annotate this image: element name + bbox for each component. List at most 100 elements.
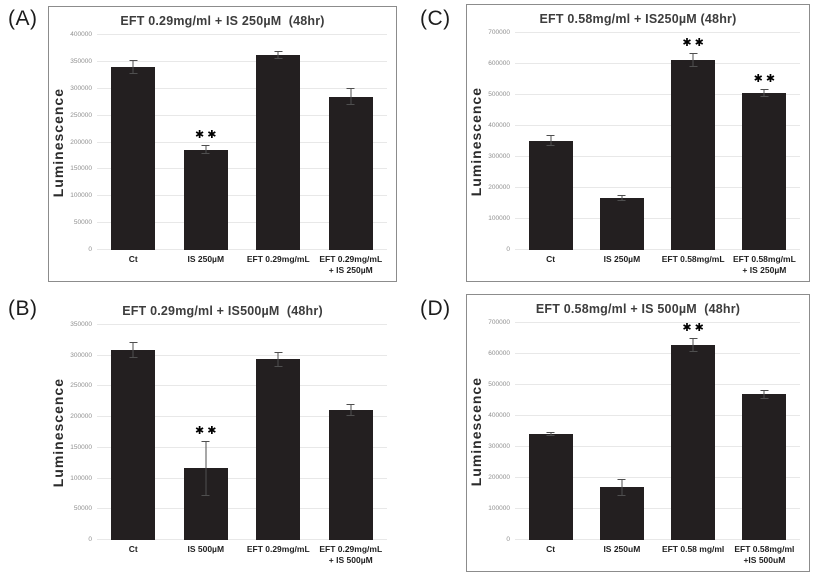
y-tick-label: 200000	[488, 474, 510, 482]
error-bar-cap	[546, 145, 555, 147]
error-bar-cap	[617, 494, 626, 496]
bar-column	[729, 323, 800, 540]
error-bar-cap	[760, 96, 769, 98]
error-bar	[546, 135, 555, 147]
bar	[671, 59, 716, 250]
gridline	[515, 94, 800, 95]
error-bar-cap	[760, 89, 769, 91]
panel-c: (C) EFT 0.58mg/ml + IS250µM (48hr) Lumin…	[410, 0, 820, 290]
gridline	[97, 354, 387, 356]
bar-column	[515, 323, 586, 540]
y-tick-label: 100000	[70, 192, 92, 200]
plot-area: ✱✱ ✱✱	[515, 32, 800, 250]
error-bar-cap	[274, 58, 283, 60]
error-bar-cap	[546, 435, 555, 437]
error-bar-cap	[129, 60, 138, 62]
y-tick-label: 400000	[70, 31, 92, 38]
significance-marker: ✱✱	[753, 72, 779, 86]
y-tick-label: 700000	[488, 29, 510, 36]
y-tick-label: 300000	[488, 443, 510, 450]
x-category-label: IS 250uM	[603, 544, 641, 554]
gridline	[515, 415, 800, 416]
error-bar-cap	[346, 403, 355, 405]
y-axis-title: Luminescence	[49, 87, 66, 198]
panel-a: (A) EFT 0.29mg/ml + IS 250µM (48hr) Lumi…	[0, 0, 410, 290]
plot-body: Luminescence 0 50000 100000 150000 200000 250…	[49, 321, 396, 543]
y-tick-label: 150000	[70, 165, 92, 173]
error-bar	[129, 341, 138, 358]
error-bar	[201, 144, 210, 155]
chart-title: EFT 0.29mg/ml + IS500µM (48hr)	[122, 304, 323, 318]
y-tick-label: 600000	[488, 350, 510, 357]
chart-card: EFT 0.58mg/ml + IS250µM (48hr) Luminesce…	[466, 4, 810, 282]
x-category-label: EFT 0.29mg/mL + IS 500µM	[319, 544, 383, 566]
y-axis-title-wrap: Luminescence	[467, 323, 484, 540]
y-tick-label: 100000	[488, 215, 510, 223]
y-axis-ticks: 0 50000 100000 150000 200000 250000 300000 3500…	[66, 321, 97, 543]
gridline	[515, 156, 800, 157]
y-tick-label: 100000	[488, 505, 510, 513]
y-tick-label: 700000	[488, 319, 510, 326]
bar-column	[315, 35, 388, 250]
x-category-label: Ct	[546, 544, 556, 554]
y-tick-label: 250000	[70, 111, 92, 119]
gridline	[515, 125, 800, 126]
error-bar	[274, 352, 283, 367]
y-tick-label: 300000	[488, 153, 510, 160]
y-axis-title-wrap: Luminescence	[49, 325, 66, 540]
y-axis-ticks: 0 100000 200000 300000 400000 500000 600000 700…	[484, 29, 515, 253]
error-bar-cap	[346, 414, 355, 416]
y-axis-title: Luminescence	[49, 377, 66, 488]
gridline	[515, 353, 800, 354]
bar-column: ✱✱	[729, 33, 800, 250]
chart-title: EFT 0.58mg/ml + IS 500µM (48hr)	[535, 302, 741, 316]
error-bar	[274, 50, 283, 60]
bar-column	[586, 323, 657, 540]
error-bar-cap	[617, 195, 626, 197]
error-bar-cap	[201, 144, 210, 146]
gridline	[97, 385, 387, 387]
y-tick-label: 500000	[488, 381, 510, 388]
error-bar	[346, 403, 355, 416]
x-axis-labels: Ct IS 500µM EFT 0.29mg/mL EFT 0.29mg/mL + IS…	[97, 540, 387, 571]
x-category-label: EFT 0.58mg/mL	[661, 254, 725, 264]
error-bar	[689, 338, 698, 353]
error-bar	[129, 60, 138, 75]
gridline	[97, 141, 387, 143]
bar-column	[97, 325, 170, 540]
error-bar-cap	[760, 389, 769, 391]
plot-area: ✱✱	[515, 322, 800, 540]
gridline	[515, 384, 800, 385]
plot-body: Luminescence 0 100000 200000 300000 400000 50…	[467, 29, 809, 253]
bar	[111, 67, 156, 250]
y-tick-label: 400000	[488, 412, 510, 420]
plot-body: Luminescence 0 100000 200000 300000 400000 50…	[467, 319, 809, 543]
gridline	[97, 249, 387, 250]
y-tick-label: 200000	[70, 413, 92, 421]
error-bar-cap	[689, 351, 698, 353]
gridline	[97, 114, 387, 116]
gridline	[515, 508, 800, 509]
x-category-label: EFT 0.58 mg/ml	[661, 544, 725, 554]
x-axis-labels: Ct IS 250µM EFT 0.58mg/mL EFT 0.58mg/mL + IS…	[515, 250, 800, 281]
x-axis-labels: Ct IS 250µM EFT 0.29mg/mL EFT 0.29mg/mL + IS…	[97, 250, 387, 281]
bar	[671, 345, 716, 540]
y-tick-label: 300000	[70, 351, 92, 359]
y-tick-label: 0	[88, 246, 92, 253]
error-bar-cap	[689, 338, 698, 340]
significance-marker: ✱✱	[682, 35, 707, 49]
error-bar-cap	[129, 73, 138, 75]
bar	[111, 349, 156, 540]
x-category-label: IS 250µM	[187, 254, 225, 264]
gridline	[97, 34, 387, 35]
x-category-label: EFT 0.29mg/mL	[246, 254, 310, 264]
bar-column	[242, 325, 315, 540]
bar	[256, 359, 301, 540]
panel-label: (C)	[420, 7, 451, 30]
gridline	[97, 508, 387, 510]
error-bar	[617, 195, 626, 201]
plot-area: ✱✱	[97, 324, 387, 540]
error-bar	[546, 432, 555, 437]
bar	[328, 409, 373, 540]
y-tick-label: 50000	[73, 505, 92, 513]
